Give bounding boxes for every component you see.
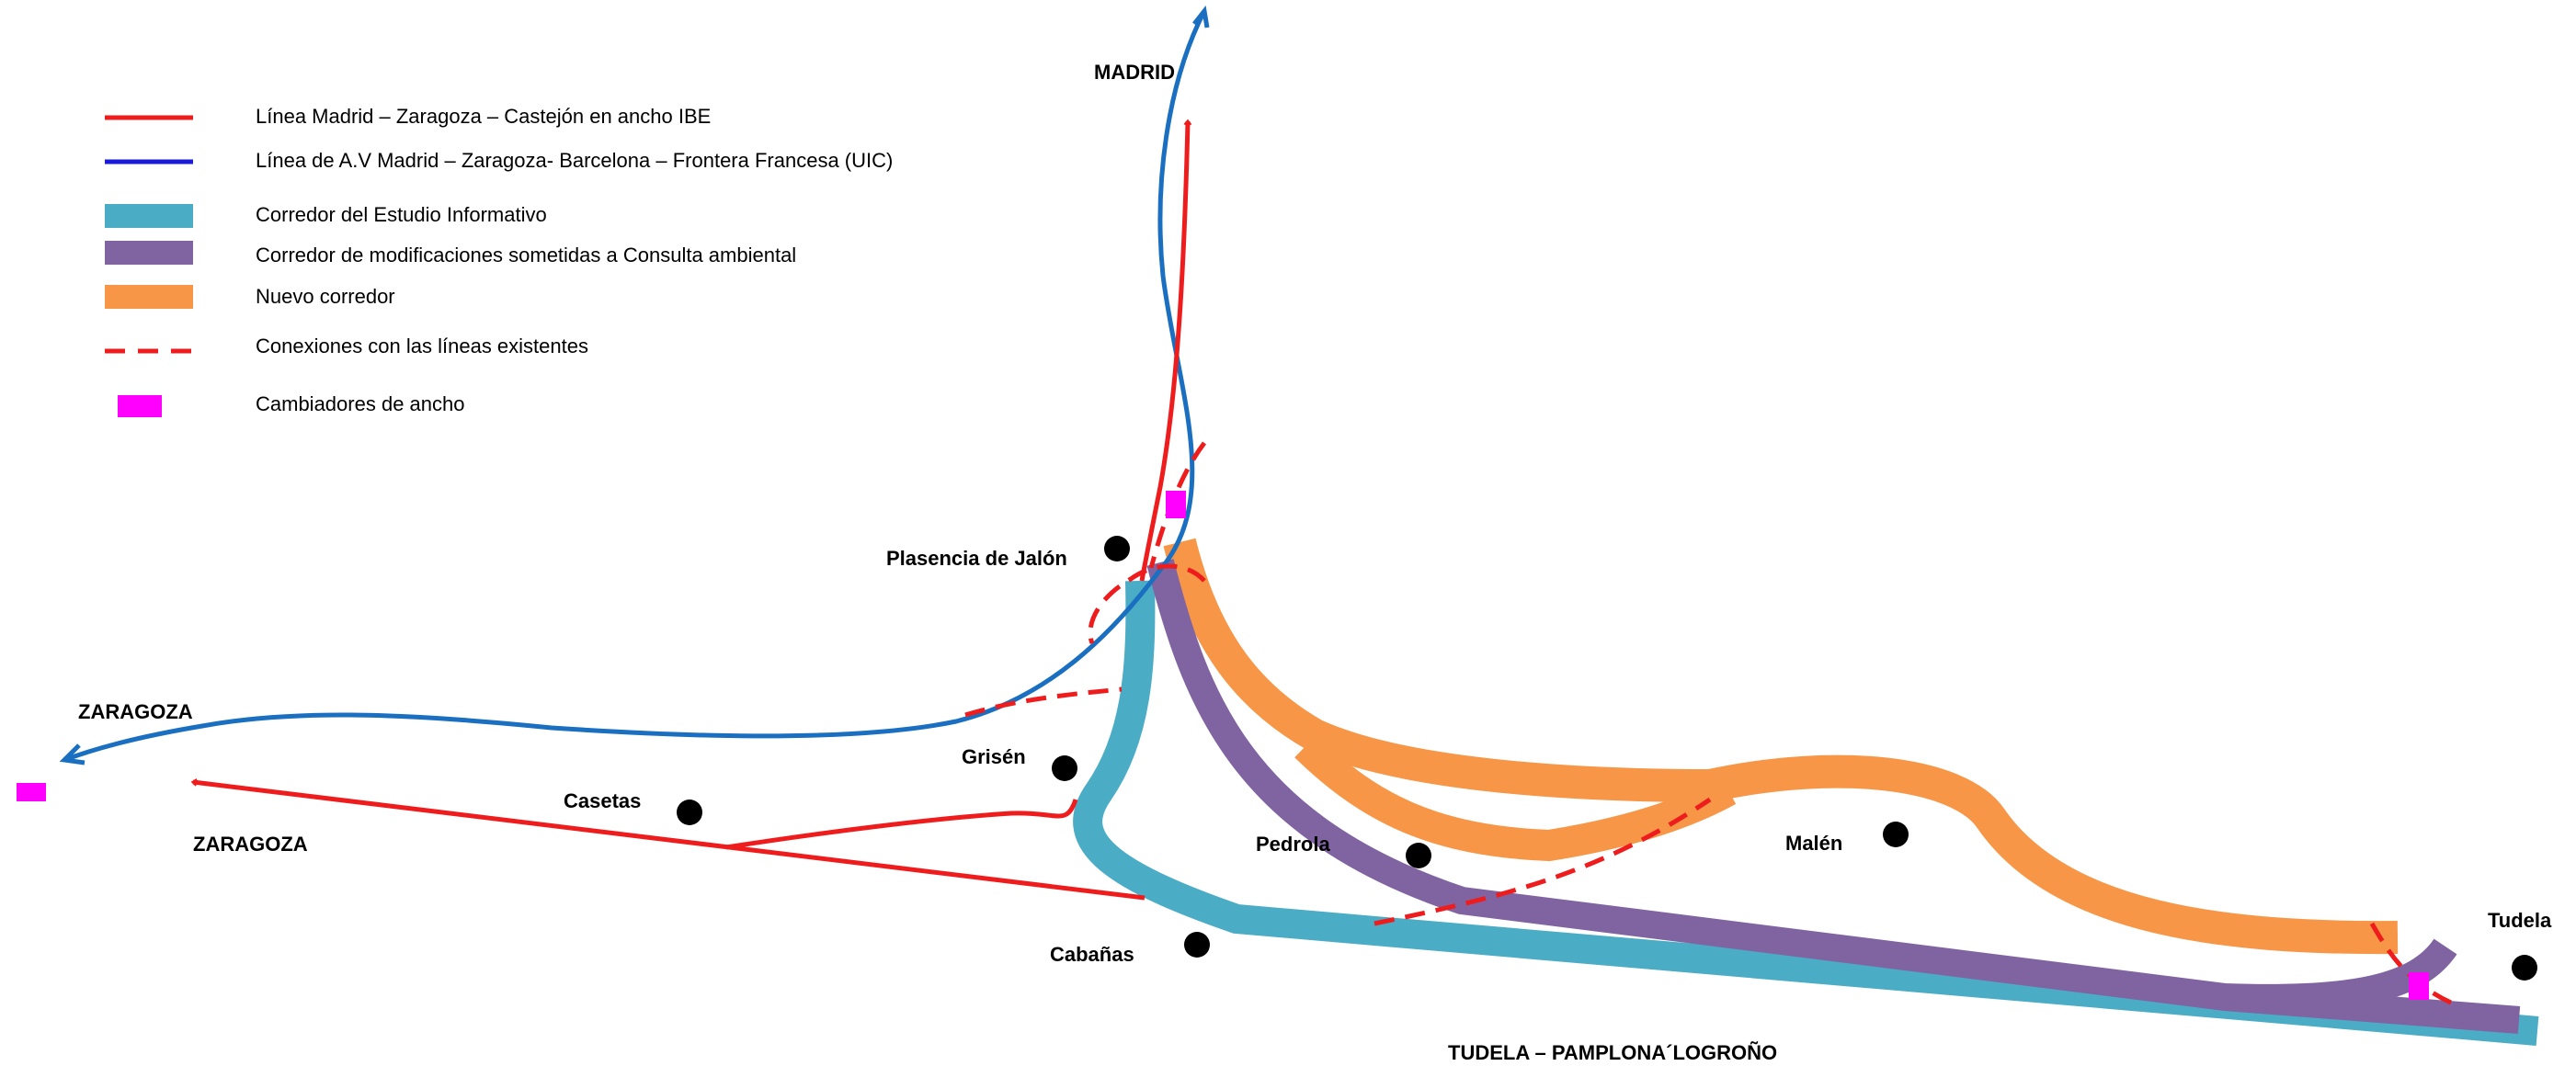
legend-label-connections: Conexiones con las líneas existentes xyxy=(256,335,588,357)
gauge-changer-zaragoza xyxy=(17,783,46,801)
label-tudela: Tudela xyxy=(2488,909,2552,932)
town-dot-plasencia xyxy=(1104,536,1130,561)
av-arrow-madrid xyxy=(1192,6,1210,28)
legend-label-modified-corridor: Corredor de modificaciones sometidas a C… xyxy=(256,244,796,266)
ibe-line-north xyxy=(1139,119,1192,582)
connection-madrid xyxy=(1148,441,1206,569)
label-cabanas: Cabañas xyxy=(1050,943,1134,966)
legend-label-study-corridor: Corredor del Estudio Informativo xyxy=(256,203,547,226)
av-line xyxy=(63,9,1207,763)
new-corridor-main xyxy=(1163,538,2399,955)
label-tudela-pamplona: TUDELA – PAMPLONA´LOGROÑO xyxy=(1448,1041,1777,1064)
corridors xyxy=(1073,538,2539,1046)
legend-label-av-line: Línea de A.V Madrid – Zaragoza- Barcelon… xyxy=(256,149,893,172)
legend-symbol-study-corridor xyxy=(105,204,193,228)
connection-tudela xyxy=(2369,922,2455,1006)
label-malen: Malén xyxy=(1785,832,1842,855)
town-dot-grisen xyxy=(1052,755,1077,781)
av-arrow-zaragoza xyxy=(59,743,85,765)
label-zaragoza-ibe: ZARAGOZA xyxy=(193,833,308,856)
new-corridor-loop xyxy=(1294,734,1737,862)
town-dot-malen xyxy=(1883,822,1909,847)
town-dot-cabanas xyxy=(1184,932,1210,958)
place-labels: MADRID ZARAGOZA ZARAGOZA Plasencia de Ja… xyxy=(78,61,2552,1064)
legend-symbol-new-corridor xyxy=(105,285,193,309)
legend-symbol-gauge-changer xyxy=(118,395,162,417)
gauge-changer-tudela xyxy=(2409,972,2429,1000)
connections xyxy=(964,441,2455,1006)
existing-lines xyxy=(59,6,1210,901)
label-pedrola: Pedrola xyxy=(1256,833,1330,856)
label-casetas: Casetas xyxy=(564,789,641,812)
legend-symbol-modified-corridor xyxy=(105,241,193,265)
gauge-changer-plasencia xyxy=(1166,491,1186,518)
legend-label-new-corridor: Nuevo corredor xyxy=(256,285,395,308)
ibe-line-west xyxy=(190,778,1146,901)
town-dot-pedrola xyxy=(1406,843,1431,868)
town-dot-casetas xyxy=(677,800,702,825)
legend-label-gauge-changer: Cambiadores de ancho xyxy=(256,392,464,415)
connection-zaragoza-av xyxy=(964,686,1123,718)
study-corridor xyxy=(1073,580,2539,1046)
gauge-changers xyxy=(17,491,2429,1000)
connection-plasencia xyxy=(1088,563,1206,644)
label-grisen: Grisén xyxy=(962,745,1026,768)
label-madrid: MADRID xyxy=(1094,61,1175,84)
ibe-line-branch xyxy=(725,799,1078,850)
legend: Línea Madrid – Zaragoza – Castejón en an… xyxy=(105,105,893,417)
town-dot-tudela xyxy=(2512,955,2537,981)
label-zaragoza-av: ZARAGOZA xyxy=(78,700,193,723)
legend-label-ibe-line: Línea Madrid – Zaragoza – Castejón en an… xyxy=(256,105,711,128)
label-plasencia: Plasencia de Jalón xyxy=(886,547,1067,570)
towns xyxy=(677,536,2537,981)
modified-corridor xyxy=(1146,559,2521,1034)
